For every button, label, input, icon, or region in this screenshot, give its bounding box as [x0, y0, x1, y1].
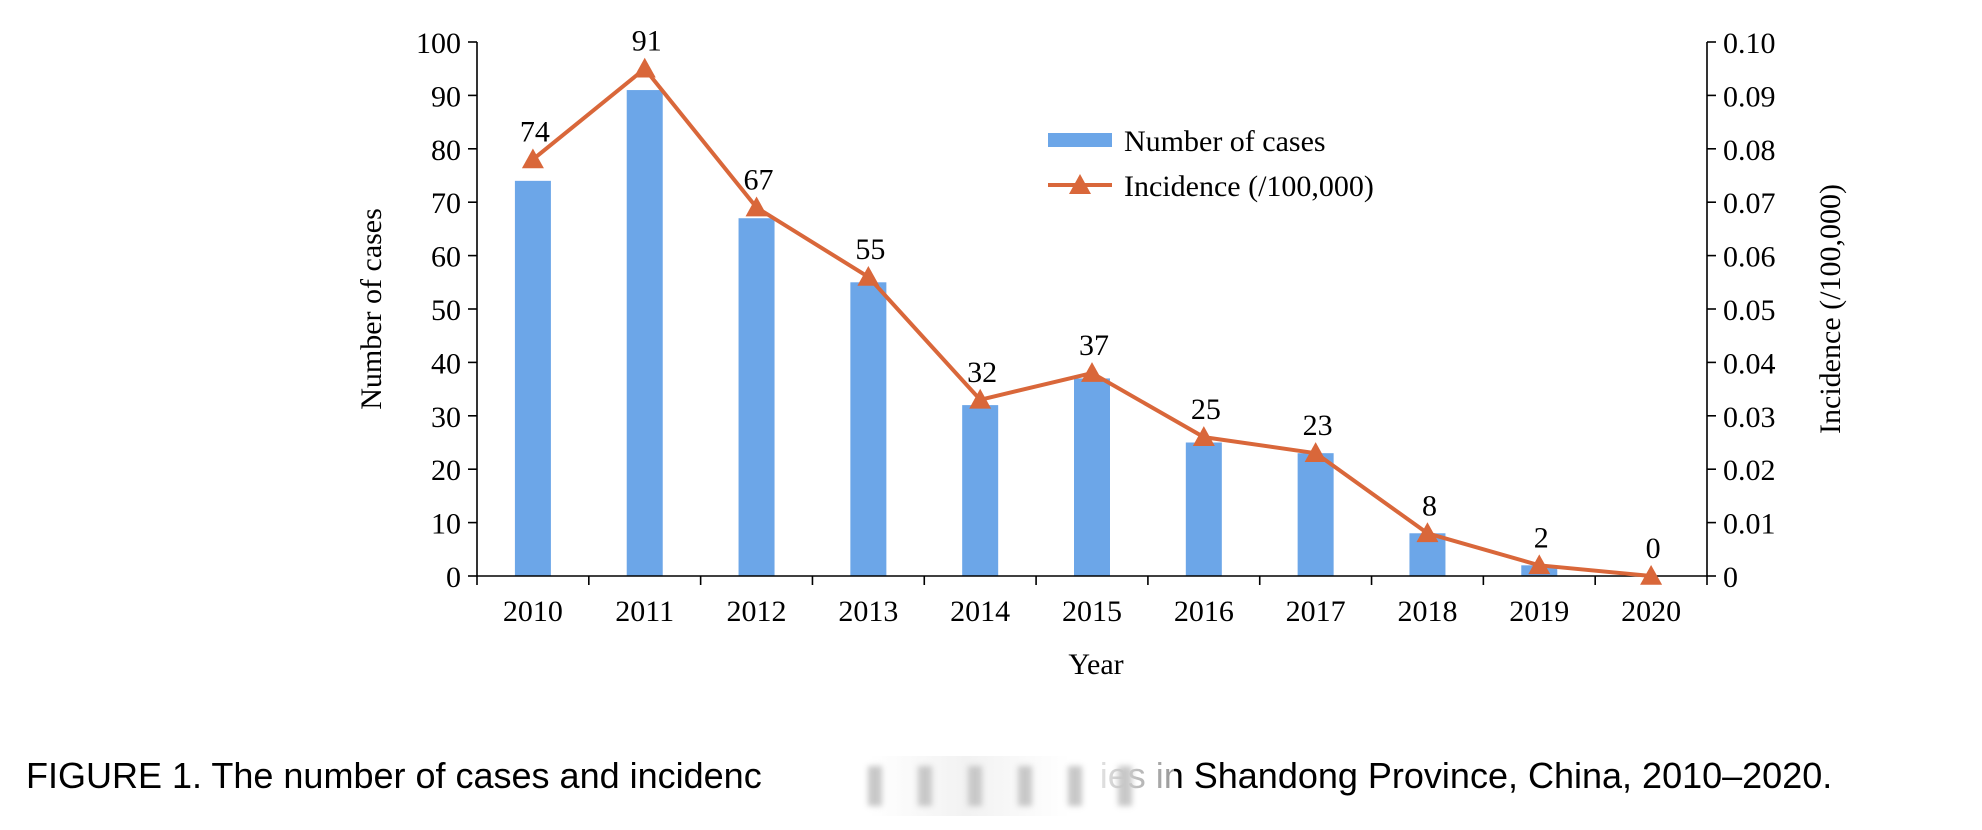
caption-text-end: ies in Shandong Province, China, 2010–20…: [1099, 755, 1833, 796]
bar-2016: [1185, 442, 1222, 576]
x-tick-label: 2016: [1174, 595, 1234, 628]
incidence-marker-2019: [1528, 554, 1551, 575]
y-tick-label-right: 0.06: [1723, 241, 1776, 274]
y-tick-label-left: 50: [431, 294, 461, 327]
y-tick-label-left: 20: [431, 454, 461, 487]
x-axis-title: Year: [1068, 648, 1123, 681]
x-tick-label: 2017: [1286, 595, 1346, 628]
x-tick-label: 2011: [615, 595, 674, 628]
bar-2014: [962, 405, 999, 576]
y-axis-title-right: Incidence (/100,000): [1814, 184, 1847, 434]
y-tick-label-right: 0.10: [1723, 27, 1776, 60]
bar-2011: [626, 90, 663, 576]
y-tick-label-right: 0.02: [1723, 454, 1776, 487]
bar-2010: [514, 180, 551, 576]
data-label-2015: 37: [1079, 329, 1109, 362]
legend-swatch-incidence-marker: [1069, 174, 1091, 194]
bar-2012: [738, 218, 775, 576]
y-tick-label-right: 0.03: [1723, 401, 1776, 434]
data-label-2020: 0: [1646, 532, 1661, 565]
y-tick-label-right: 0: [1723, 561, 1738, 594]
incidence-marker-2015: [1081, 362, 1103, 382]
figure-caption: FIGURE 1. The number of cases and incide…: [26, 752, 1966, 800]
x-tick-label: 2020: [1621, 595, 1681, 628]
y-tick-label-left: 80: [431, 134, 461, 167]
incidence-marker-2017: [1304, 442, 1327, 462]
y-tick-label-left: 10: [431, 508, 461, 541]
x-tick-label: 2018: [1397, 595, 1457, 628]
x-tick-label: 2014: [950, 595, 1010, 628]
y-tick-label-right: 0.01: [1723, 508, 1776, 541]
x-tick-label: 2013: [838, 595, 898, 628]
legend-swatch-cases: [1048, 133, 1112, 147]
y-tick-label-right: 0.09: [1723, 80, 1776, 113]
bar-2017: [1297, 453, 1334, 576]
legend-label-incidence: Incidence (/100,000): [1124, 170, 1374, 203]
y-tick-label-right: 0.04: [1723, 347, 1776, 380]
combo-chart: 010203040506070809010000.010.020.030.040…: [355, 25, 1847, 681]
data-label-2014: 32: [967, 356, 997, 389]
incidence-marker-2011: [633, 57, 656, 78]
y-tick-label-right: 0.05: [1723, 294, 1776, 327]
incidence-marker-2013: [857, 265, 880, 286]
x-tick-label: 2010: [503, 595, 563, 628]
data-label-2012: 67: [744, 164, 774, 197]
incidence-marker-2010: [521, 148, 544, 169]
data-label-2016: 25: [1191, 393, 1221, 426]
data-label-2010: 74: [520, 115, 550, 148]
caption-redaction: [828, 756, 1174, 816]
data-label-2019: 2: [1534, 521, 1549, 554]
y-tick-label-left: 90: [431, 80, 461, 113]
legend: Number of cases Incidence (/100,000): [1048, 125, 1374, 203]
y-tick-label-left: 0: [446, 561, 461, 594]
incidence-marker-2012: [745, 196, 768, 217]
y-tick-label-left: 60: [431, 241, 461, 274]
data-label-2017: 23: [1303, 409, 1333, 442]
data-label-2018: 8: [1422, 489, 1437, 522]
incidence-marker-2016: [1192, 426, 1215, 446]
y-tick-label-left: 100: [416, 27, 461, 60]
data-labels: 74 91 67 55 32 37 25 23 8 2 0: [520, 25, 1661, 565]
incidence-marker-2014: [969, 388, 992, 409]
bar-2013: [850, 282, 887, 576]
incidence-marker-2018: [1416, 522, 1439, 543]
y-tick-label-left: 30: [431, 401, 461, 434]
x-tick-label: 2015: [1062, 595, 1122, 628]
legend-label-cases: Number of cases: [1124, 125, 1326, 158]
bar-2015: [1074, 378, 1110, 576]
y-tick-label-left: 70: [431, 187, 461, 220]
data-label-2013: 55: [855, 233, 885, 266]
y-axis-title-left: Number of cases: [355, 208, 388, 410]
data-label-2011: 91: [632, 25, 662, 58]
x-tick-label: 2012: [727, 595, 787, 628]
incidence-marker-2020: [1640, 565, 1663, 585]
y-tick-label-right: 0.07: [1723, 187, 1776, 220]
y-tick-label-right: 0.08: [1723, 134, 1776, 167]
line-series: [521, 57, 1663, 585]
axes: 010203040506070809010000.010.020.030.040…: [355, 27, 1847, 681]
y-tick-label-left: 40: [431, 347, 461, 380]
caption-text-start: FIGURE 1. The number of cases and incide…: [26, 755, 762, 796]
x-tick-label: 2019: [1509, 595, 1569, 628]
bar-series: [514, 90, 1558, 576]
